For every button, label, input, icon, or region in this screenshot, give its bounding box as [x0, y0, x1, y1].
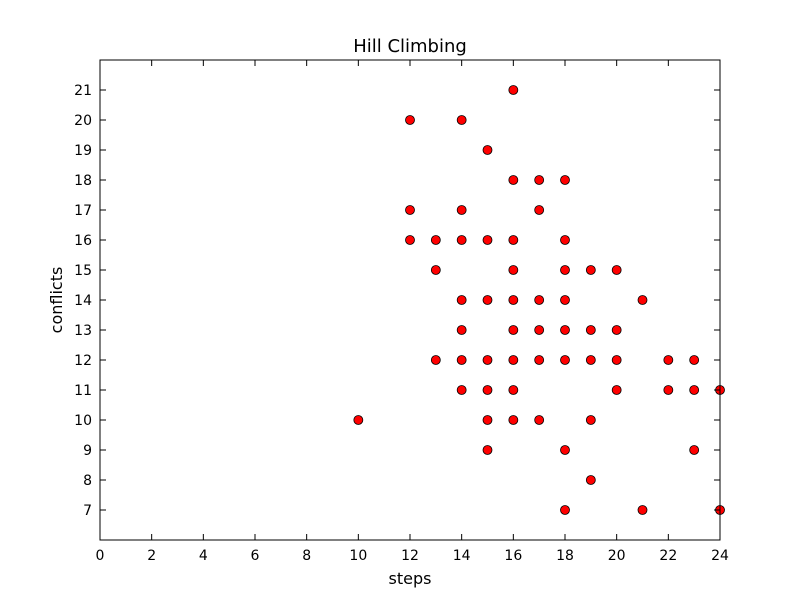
- data-point: [560, 175, 570, 185]
- data-point: [663, 355, 674, 365]
- y-tick-label: 18: [74, 173, 92, 189]
- data-point: [611, 325, 622, 335]
- data-point: [508, 415, 519, 425]
- data-point: [534, 415, 545, 425]
- y-tick-label: 10: [74, 413, 92, 429]
- data-point: [560, 445, 570, 455]
- data-point: [508, 295, 519, 305]
- data-point: [456, 325, 467, 335]
- x-tick-label: 2: [147, 548, 156, 564]
- x-tick-label: 18: [556, 548, 574, 564]
- data-point: [430, 355, 441, 365]
- data-point: [585, 325, 596, 335]
- data-point: [482, 445, 493, 455]
- data-point: [689, 445, 700, 455]
- data-point: [430, 235, 441, 245]
- data-point: [560, 265, 570, 275]
- x-tick-label: 22: [659, 548, 677, 564]
- x-tick-label: 10: [349, 548, 367, 564]
- data-point: [508, 325, 519, 335]
- data-point: [534, 355, 545, 365]
- data-point: [508, 175, 519, 185]
- data-point: [456, 355, 467, 365]
- data-point: [585, 475, 596, 485]
- y-tick-label: 11: [74, 383, 92, 399]
- data-point: [482, 145, 493, 155]
- y-axis-label: conflicts: [47, 267, 66, 334]
- data-point: [430, 265, 441, 275]
- data-point: [560, 505, 570, 515]
- data-point: [456, 115, 467, 125]
- data-point: [560, 355, 570, 365]
- y-tick-label: 9: [83, 443, 92, 459]
- data-point: [534, 205, 545, 215]
- y-tick-label: 17: [74, 203, 92, 219]
- data-point: [508, 235, 519, 245]
- chart-title: Hill Climbing: [353, 36, 467, 57]
- y-tick-label: 20: [74, 113, 92, 129]
- data-point: [405, 205, 415, 215]
- y-tick-label: 14: [74, 293, 92, 309]
- data-point: [482, 415, 493, 425]
- data-point: [637, 295, 648, 305]
- data-point: [508, 385, 519, 395]
- data-point: [456, 205, 467, 215]
- data-point: [689, 385, 700, 395]
- y-tick-label: 12: [74, 353, 92, 369]
- y-tick-label: 16: [74, 233, 92, 249]
- data-point: [689, 355, 700, 365]
- y-tick-label: 21: [74, 83, 92, 99]
- data-point: [611, 385, 622, 395]
- data-point: [560, 325, 570, 335]
- y-tick-label: 15: [74, 263, 92, 279]
- data-point: [663, 385, 674, 395]
- y-tick-label: 7: [83, 503, 92, 519]
- x-tick-label: 8: [302, 548, 311, 564]
- x-tick-label: 12: [401, 548, 419, 564]
- data-point: [637, 505, 648, 515]
- data-point: [508, 355, 519, 365]
- data-point: [405, 235, 415, 245]
- data-point: [585, 265, 596, 275]
- data-points: [353, 85, 725, 515]
- x-tick-label: 24: [711, 548, 729, 564]
- y-tick-label: 13: [74, 323, 92, 339]
- data-point: [585, 355, 596, 365]
- data-point: [353, 415, 364, 425]
- x-tick-label: 16: [504, 548, 522, 564]
- x-axis-label: steps: [389, 569, 432, 588]
- x-tick-label: 20: [608, 548, 626, 564]
- data-point: [534, 295, 545, 305]
- data-point: [534, 175, 545, 185]
- data-point: [456, 235, 467, 245]
- data-point: [482, 385, 493, 395]
- data-point: [456, 385, 467, 395]
- data-point: [482, 235, 493, 245]
- data-point: [482, 355, 493, 365]
- data-point: [456, 295, 467, 305]
- data-point: [508, 265, 519, 275]
- x-tick-label: 6: [251, 548, 260, 564]
- data-point: [611, 265, 622, 275]
- data-point: [560, 235, 570, 245]
- data-point: [534, 325, 545, 335]
- data-point: [560, 295, 570, 305]
- y-tick-label: 19: [74, 143, 92, 159]
- data-point: [585, 415, 596, 425]
- data-point: [611, 355, 622, 365]
- x-tick-label: 14: [453, 548, 471, 564]
- y-tick-label: 8: [83, 473, 92, 489]
- data-point: [405, 115, 415, 125]
- data-point: [508, 85, 519, 95]
- axis-ticks: 0 2 4 6 8 10 12 14 16 18 20 22 247891011121314151617…: [74, 60, 729, 564]
- data-point: [482, 295, 493, 305]
- x-tick-label: 0: [96, 548, 105, 564]
- x-tick-label: 4: [199, 548, 208, 564]
